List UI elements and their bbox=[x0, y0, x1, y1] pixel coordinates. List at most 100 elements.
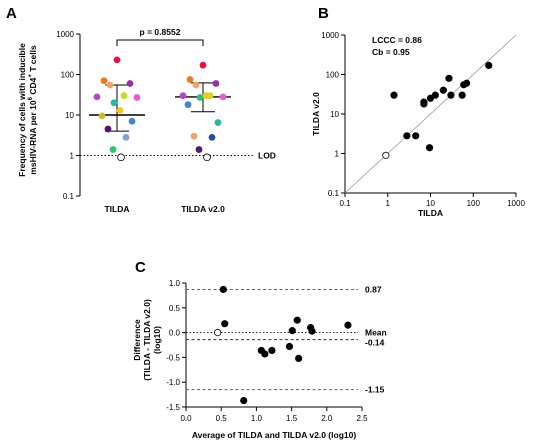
panel-a-data-point bbox=[184, 101, 192, 109]
panel-a-ylabel-sup2: + bbox=[28, 74, 34, 78]
panel-c-y-tick-label: -0.5 bbox=[166, 353, 180, 362]
panel-b-x-tick-label: 10 bbox=[426, 199, 435, 208]
panel-a-data-point bbox=[113, 56, 121, 64]
panel-a-data-point bbox=[195, 146, 203, 153]
panel-a-data-point bbox=[186, 76, 194, 83]
panel-a-data-point bbox=[208, 133, 216, 141]
panel-a-data-point bbox=[93, 93, 101, 101]
panel-b-x-tick-label: 1 bbox=[386, 199, 391, 208]
panel-c-xlabel: Average of TILDA and TILDA v2.0 (log10) bbox=[192, 430, 357, 440]
panel-a-data-point bbox=[219, 93, 227, 101]
panel-a-data-point bbox=[133, 94, 141, 101]
panel-a-lod-label: LOD bbox=[258, 151, 276, 161]
panel-c-tick-labels: -1.5 -1.0 -0.5 0.0 0.5 1.0 0.0 0.5 1.0 1.5 2.0 2.5 bbox=[166, 279, 368, 423]
panel-c-ylabel-line3: (log10) bbox=[152, 326, 162, 354]
panel-c-data-point bbox=[268, 346, 276, 355]
panel-b-y-tick-label: 10 bbox=[330, 110, 339, 119]
panel-a-ylabel: Frequency of cells with inducible msHIV-… bbox=[17, 43, 38, 177]
panel-c-data-point bbox=[288, 327, 296, 335]
panel-b-ylabel: TILDA v2.0 bbox=[311, 92, 321, 136]
panel-c-data-point bbox=[240, 396, 248, 405]
panel-a-data-point bbox=[199, 61, 207, 69]
panel-c-data-point bbox=[221, 320, 229, 328]
panel-a-data-point bbox=[104, 125, 112, 133]
panel-b-y-tick-label: 100 bbox=[326, 71, 340, 80]
panel-a-y-tick-label: 10 bbox=[65, 111, 74, 120]
panel-b-data-point bbox=[425, 144, 434, 152]
panel-b-axes bbox=[341, 34, 517, 197]
panel-b-data-point bbox=[382, 151, 390, 159]
panel-c-ylabel-line1: Difference bbox=[132, 319, 142, 361]
panel-b-cb: Cb = 0.95 bbox=[372, 47, 410, 57]
panel-a-y-tick-label: 1000 bbox=[56, 30, 74, 39]
panel-c-mean-label: Mean bbox=[365, 328, 387, 338]
panel-a-y-tick-label: 0.1 bbox=[63, 192, 75, 201]
panel-a-ylabel-line1: Frequency of cells with inducible bbox=[17, 43, 27, 177]
panel-b-identity-line bbox=[344, 34, 517, 194]
panel-a-data-point bbox=[203, 153, 211, 162]
panel-b-data-point bbox=[403, 132, 411, 140]
panel-a-data-point bbox=[98, 112, 106, 120]
panel-b-data-point bbox=[463, 79, 471, 87]
panel-a-pvalue: p = 0.8552 bbox=[140, 27, 181, 37]
panel-b-data-point bbox=[447, 91, 455, 99]
panel-c-data-point bbox=[344, 321, 352, 329]
panel-b-x-tick-label: 1000 bbox=[507, 199, 525, 208]
panel-a-data-point bbox=[128, 117, 136, 125]
panel-a-axes bbox=[76, 33, 81, 197]
panel-c-x-tick-label: 0.5 bbox=[216, 414, 228, 423]
panel-b-lccc: LCCC = 0.86 bbox=[372, 35, 422, 45]
panel-c-axes bbox=[182, 282, 363, 411]
panel-a-data-point bbox=[116, 106, 124, 114]
svg-text:Frequency of cells with induci: Frequency of cells with inducible bbox=[17, 43, 27, 177]
panel-b-data-point bbox=[390, 91, 398, 99]
panel-c-x-tick-label: 1.5 bbox=[286, 414, 298, 423]
panel-a-data-point bbox=[190, 132, 198, 140]
panel-c-data-point bbox=[214, 328, 222, 337]
panel-a-data-point bbox=[202, 92, 210, 100]
panel-a-data-point bbox=[106, 81, 114, 89]
panel-a-points bbox=[93, 56, 227, 162]
panel-a-data-point bbox=[100, 77, 108, 85]
panel-b-letter: B bbox=[318, 5, 329, 22]
panel-b-xlabel: TILDA bbox=[418, 208, 443, 218]
panel-b-y-tick-label: 0.1 bbox=[328, 189, 340, 198]
panel-c-upper-loa-label: 0.87 bbox=[365, 284, 382, 294]
panel-c-data-point bbox=[261, 350, 269, 358]
panel-c-mean-value-label: -0.14 bbox=[365, 338, 385, 348]
panel-c-data-point bbox=[285, 342, 294, 351]
panel-a-data-point bbox=[120, 92, 128, 100]
panel-a-data-point bbox=[192, 81, 200, 89]
panel-a-summary-bars bbox=[89, 82, 231, 132]
panel-a-data-point bbox=[196, 94, 204, 101]
panel-a-tick-labels: 0.1 1 10 100 1000 bbox=[56, 30, 74, 201]
panel-a-data-point bbox=[109, 146, 117, 153]
panel-c-x-tick-label: 1.0 bbox=[251, 414, 263, 423]
panel-b-x-tick-label: 100 bbox=[467, 199, 481, 208]
panel-c-y-tick-label: 0.5 bbox=[169, 304, 181, 313]
panel-b-x-tick-label: 0.1 bbox=[339, 199, 351, 208]
panel-a-data-point bbox=[126, 80, 134, 87]
panel-b-data-point bbox=[445, 74, 453, 82]
panel-a-letter: A bbox=[6, 5, 17, 22]
panel-a-ylabel-sup: 6 bbox=[28, 96, 34, 100]
panel-a-data-point bbox=[212, 80, 220, 87]
panel-a-significance-bracket bbox=[116, 39, 204, 46]
panel-c-x-tick-label: 0.0 bbox=[180, 414, 192, 423]
panel-c-y-tick-label: 1.0 bbox=[169, 279, 181, 288]
panel-a-ylabel-tail: CD4 bbox=[28, 77, 38, 97]
panel-a-ylabel-line2: msHIV-RNA per 10 bbox=[28, 100, 38, 175]
panel-b-data-point bbox=[431, 91, 439, 99]
panel-a-data-point bbox=[179, 92, 187, 100]
panel-b-data-point bbox=[458, 91, 466, 99]
panel-b-y-tick-label: 1 bbox=[335, 150, 340, 159]
panel-b-y-tick-label: 1000 bbox=[321, 31, 339, 40]
panel-c-y-tick-label: 0.0 bbox=[169, 329, 181, 338]
panel-b-data-point bbox=[439, 86, 447, 94]
panel-c-letter: C bbox=[135, 259, 146, 276]
panel-a-data-point bbox=[214, 119, 222, 126]
panel-c-lower-loa-label: -1.15 bbox=[365, 385, 385, 395]
panel-a-data-point bbox=[110, 99, 118, 107]
panel-c-points bbox=[214, 285, 352, 405]
